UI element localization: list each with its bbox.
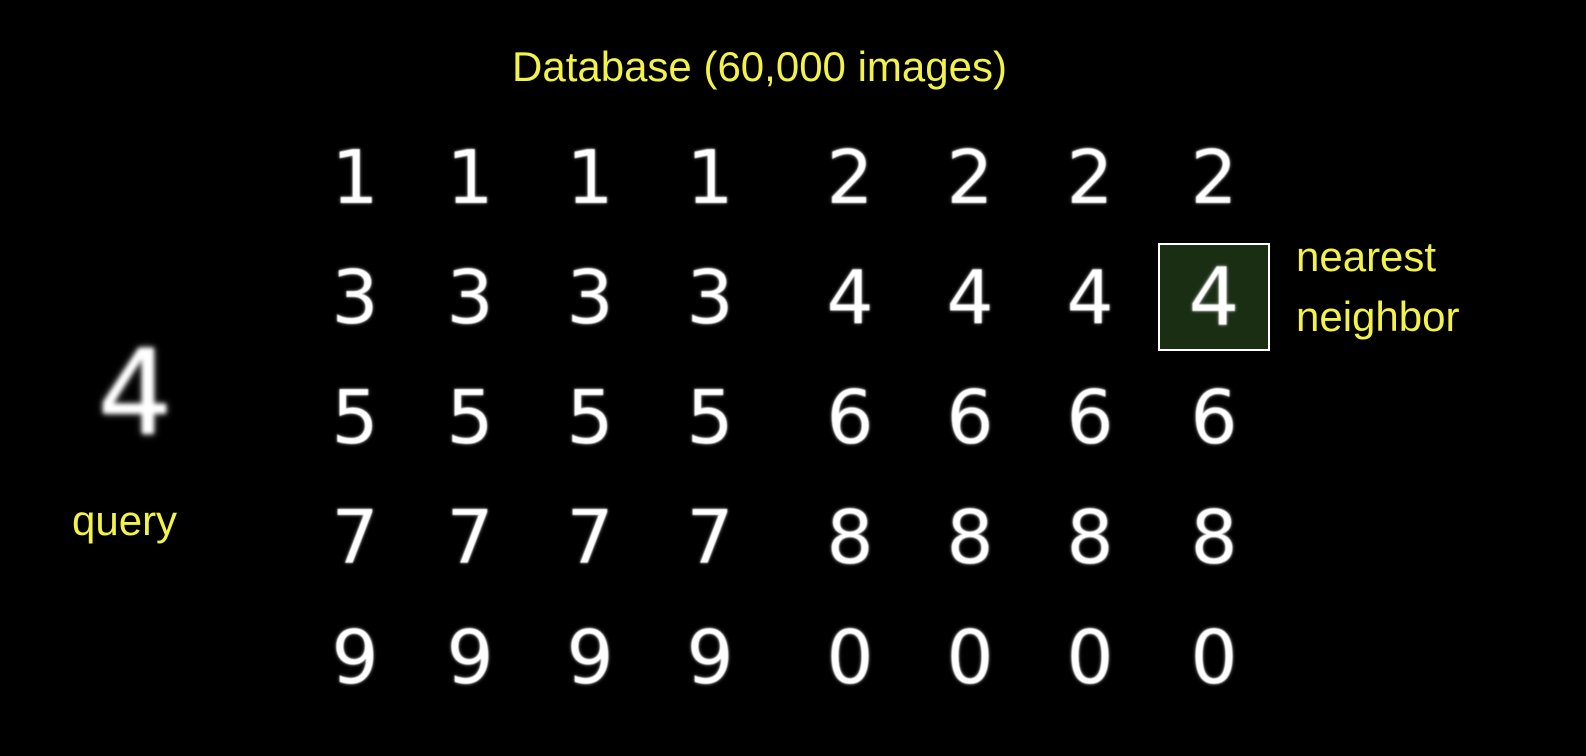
database-digit-image: 2 xyxy=(946,135,994,221)
database-digit-image: 9 xyxy=(446,615,494,701)
query-digit-image: 4 xyxy=(97,324,173,462)
database-digit-image: 8 xyxy=(826,495,874,581)
database-digit-image: 3 xyxy=(686,255,734,341)
database-digit-image: 1 xyxy=(686,135,734,221)
database-digit-image: 0 xyxy=(826,615,874,701)
nearest-neighbor-highlight-box xyxy=(1158,243,1270,351)
database-digit-image: 3 xyxy=(331,255,379,341)
database-digit-image: 7 xyxy=(446,495,494,581)
database-digit-image: 1 xyxy=(331,135,379,221)
database-digit-image: 5 xyxy=(331,375,379,461)
query-label: query xyxy=(72,497,178,544)
database-digit-image: 9 xyxy=(566,615,614,701)
database-digit-image: 1 xyxy=(566,135,614,221)
database-digit-image: 2 xyxy=(1066,135,1114,221)
database-digit-image: 7 xyxy=(331,495,379,581)
database-title: Database (60,000 images) xyxy=(512,43,1007,90)
database-digit-image: 8 xyxy=(1190,495,1238,581)
database-digit-image: 2 xyxy=(826,135,874,221)
database-digit-image: 6 xyxy=(826,375,874,461)
database-digit-image: 3 xyxy=(446,255,494,341)
nearest-neighbor-label-line2: neighbor xyxy=(1296,293,1460,340)
database-digit-image: 3 xyxy=(566,255,614,341)
database-digit-image: 7 xyxy=(566,495,614,581)
database-digit-image: 9 xyxy=(331,615,379,701)
database-digit-image: 6 xyxy=(946,375,994,461)
database-digit-image: 4 xyxy=(826,255,874,341)
database-digit-image: 5 xyxy=(446,375,494,461)
database-digit-image: 1 xyxy=(446,135,494,221)
database-digit-image: 6 xyxy=(1190,375,1238,461)
nearest-neighbor-label-line1: nearest xyxy=(1296,233,1437,280)
database-digit-image: 6 xyxy=(1066,375,1114,461)
database-digit-image: 4 xyxy=(946,255,994,341)
database-digit-image: 5 xyxy=(686,375,734,461)
database-digit-image: 8 xyxy=(1066,495,1114,581)
database-digit-image: 0 xyxy=(1066,615,1114,701)
database-digit-image: 0 xyxy=(946,615,994,701)
database-digit-image: 2 xyxy=(1190,135,1238,221)
database-digit-image: 8 xyxy=(946,495,994,581)
database-digit-image: 7 xyxy=(686,495,734,581)
database-digit-image: 5 xyxy=(566,375,614,461)
database-digit-image: 0 xyxy=(1190,615,1238,701)
nearest-neighbor-digit-image: 4 xyxy=(1188,251,1240,344)
database-digit-image: 4 xyxy=(1066,255,1114,341)
database-digit-image: 9 xyxy=(686,615,734,701)
